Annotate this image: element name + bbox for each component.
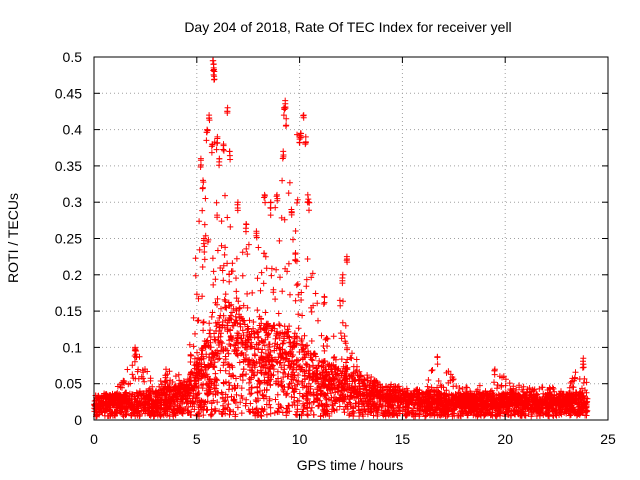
- grid-lines: [94, 57, 608, 420]
- x-tick-label: 20: [497, 431, 513, 447]
- x-tick-label: 25: [600, 431, 616, 447]
- data-points: [91, 57, 591, 420]
- x-tick-label: 15: [395, 431, 411, 447]
- x-tick-label: 5: [193, 431, 201, 447]
- y-tick-label: 0: [74, 412, 82, 428]
- x-tick-label: 0: [90, 431, 98, 447]
- y-tick-label: 0.45: [55, 85, 82, 101]
- y-axis-ticks: 0 0.05 0.1 0.15 0.2 0.25 0.3 0.35 0.4 0.45 0.5: [55, 49, 608, 428]
- y-axis-title: ROTI / TECUs: [5, 193, 21, 283]
- y-tick-label: 0.2: [63, 267, 83, 283]
- y-tick-label: 0.25: [55, 231, 82, 247]
- x-axis-title: GPS time / hours: [297, 457, 404, 473]
- y-tick-label: 0.05: [55, 376, 82, 392]
- y-tick-label: 0.3: [63, 194, 83, 210]
- y-tick-label: 0.15: [55, 303, 82, 319]
- y-tick-label: 0.35: [55, 158, 82, 174]
- y-tick-label: 0.1: [63, 339, 83, 355]
- x-axis-ticks: 0 5 10 15 20 25: [90, 57, 616, 447]
- y-tick-label: 0.4: [63, 122, 83, 138]
- x-tick-label: 10: [292, 431, 308, 447]
- roti-scatter-markers: [91, 57, 591, 420]
- y-tick-label: 0.5: [63, 49, 83, 65]
- chart-title: Day 204 of 2018, Rate Of TEC Index for r…: [184, 19, 511, 35]
